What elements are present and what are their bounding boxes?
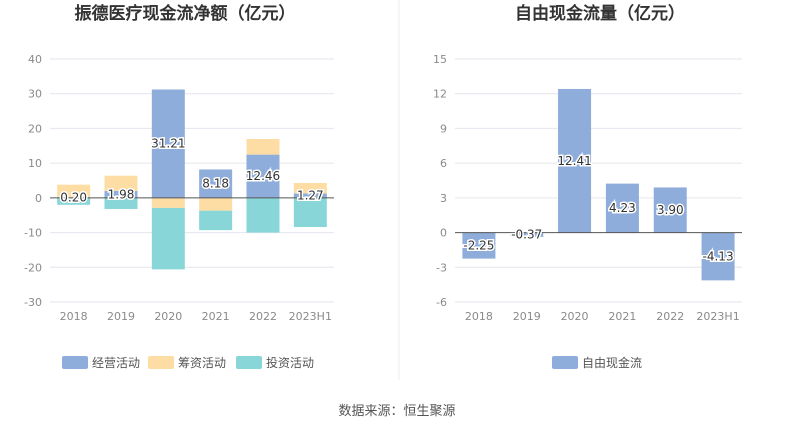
bar-operating-2020[interactable]: [151, 89, 185, 198]
data-label-2023H1: 1.27: [297, 189, 324, 203]
data-label-2018: -2.25: [463, 239, 494, 253]
x-tick-label: 2021: [608, 310, 636, 323]
bar-fcf-2022[interactable]: [653, 187, 687, 233]
x-tick-label: 2021: [202, 310, 230, 323]
x-tick-label: 2020: [561, 310, 589, 323]
y-tick-label: 3: [440, 192, 447, 205]
free-cashflow-data-labels: -2.25 -0.37 12.41 4.23 3.90 -4.13: [462, 152, 735, 265]
data-label-2021: 4.23: [609, 201, 636, 215]
legend-label-operating: 经营活动: [92, 356, 140, 370]
free-cashflow-bars: [462, 88, 735, 281]
y-tick-label: 0: [440, 227, 447, 240]
data-label-2022: 12.46: [246, 169, 280, 183]
data-label-2019: -0.37: [511, 228, 542, 242]
x-tick-label: 2022: [249, 310, 277, 323]
x-tick-label: 2020: [154, 310, 182, 323]
free-cashflow-chart: 自由现金流量（亿元） 15 12 9 6 3 0 -3 -6 -2.25 -0.37 12.41 4…: [433, 3, 742, 370]
free-cashflow-x-ticks: 2018 2019 2020 2021 2022 2023H1: [465, 310, 740, 323]
cashflow-net-data-labels: 0.20 1.98 31.21 8.18 12.46 1.27: [59, 135, 325, 206]
bar-operating-2021[interactable]: [199, 169, 233, 198]
cashflow-net-gridlines: [50, 58, 334, 303]
y-tick-label: 12: [433, 88, 447, 101]
bar-fcf-2020[interactable]: [558, 88, 592, 233]
cashflow-net-legend: 经营活动 筹资活动 投资活动: [62, 355, 314, 370]
bar-investing-2023H1[interactable]: [293, 197, 327, 228]
x-tick-label: 2022: [656, 310, 684, 323]
x-tick-label: 2023H1: [289, 310, 332, 323]
data-source-note: 数据来源：恒生聚源: [338, 404, 455, 419]
y-tick-label: -3: [436, 261, 447, 274]
bar-financing-2021[interactable]: [199, 197, 233, 211]
y-tick-label: -10: [24, 227, 42, 240]
bar-investing-2019[interactable]: [104, 197, 138, 209]
y-tick-label: 20: [28, 122, 42, 135]
cashflow-net-title: 振德医疗现金流净额（亿元）: [75, 3, 296, 24]
bar-operating-2019[interactable]: [104, 190, 138, 198]
legend-label-investing: 投资活动: [266, 355, 314, 370]
bar-financing-2020[interactable]: [151, 197, 185, 208]
data-label-2018: 0.20: [60, 191, 87, 205]
bar-fcf-2023H1[interactable]: [701, 232, 735, 281]
y-tick-label: 10: [28, 157, 42, 170]
legend-label-financing: 筹资活动: [178, 356, 226, 370]
bar-fcf-2019[interactable]: [510, 232, 544, 237]
bar-financing-2018[interactable]: [57, 184, 91, 198]
y-tick-label: 30: [28, 88, 42, 101]
free-cashflow-legend: 自由现金流: [552, 355, 642, 370]
y-tick-label: 9: [440, 122, 447, 135]
cashflow-net-bars: [57, 89, 327, 270]
bar-investing-2020[interactable]: [151, 207, 185, 270]
data-label-2020: 12.41: [557, 154, 591, 168]
bar-investing-2022[interactable]: [246, 197, 280, 233]
x-tick-label: 2019: [513, 310, 541, 323]
legend-item-financing[interactable]: 筹资活动: [148, 356, 226, 370]
y-tick-label: 6: [440, 157, 447, 170]
y-tick-label: -20: [24, 261, 42, 274]
bar-operating-2022[interactable]: [246, 154, 280, 198]
legend-swatch-investing: [236, 356, 262, 369]
cashflow-net-x-ticks: 2018 2019 2020 2021 2022 2023H1: [60, 310, 332, 323]
legend-item-fcf[interactable]: 自由现金流: [552, 355, 642, 370]
y-tick-label: -6: [436, 296, 447, 309]
x-tick-label: 2023H1: [696, 310, 739, 323]
y-tick-label: 0: [35, 192, 42, 205]
y-tick-label: 15: [433, 53, 447, 66]
bar-fcf-2021[interactable]: [605, 183, 639, 233]
x-tick-label: 2019: [107, 310, 135, 323]
free-cashflow-title: 自由现金流量（亿元）: [515, 3, 685, 24]
free-cashflow-y-ticks: 15 12 9 6 3 0 -3 -6: [433, 53, 447, 309]
legend-swatch-financing: [148, 356, 174, 369]
bar-operating-2023H1[interactable]: [293, 193, 327, 198]
y-tick-label: 40: [28, 53, 42, 66]
legend-item-investing[interactable]: 投资活动: [236, 355, 314, 370]
data-label-2021: 8.18: [202, 177, 229, 191]
legend-swatch-operating: [62, 356, 88, 369]
legend-item-operating[interactable]: 经营活动: [62, 356, 140, 370]
cashflow-net-y-ticks: 40 30 20 10 0 -10 -20 -30: [24, 53, 42, 309]
bar-fcf-2018[interactable]: [462, 232, 496, 259]
legend-swatch-fcf: [552, 356, 578, 369]
legend-label-fcf: 自由现金流: [582, 355, 642, 370]
bar-investing-2021[interactable]: [199, 210, 233, 231]
bar-financing-2019[interactable]: [104, 175, 138, 191]
bar-investing-2018[interactable]: [57, 197, 91, 205]
x-tick-label: 2018: [60, 310, 88, 323]
data-label-2020: 31.21: [151, 137, 185, 151]
data-label-2019: 1.98: [108, 187, 135, 201]
x-tick-label: 2018: [465, 310, 493, 323]
data-label-2022: 3.90: [657, 203, 684, 217]
data-label-2023H1: -4.13: [703, 249, 734, 263]
bar-financing-2023H1[interactable]: [293, 183, 327, 194]
bar-financing-2022[interactable]: [246, 138, 280, 155]
cashflow-net-chart: 振德医疗现金流净额（亿元） 40 30 20 10 0 -10 -20 -30 0.20 1.9…: [24, 3, 334, 370]
y-tick-label: -30: [24, 296, 42, 309]
free-cashflow-gridlines: [455, 58, 742, 303]
